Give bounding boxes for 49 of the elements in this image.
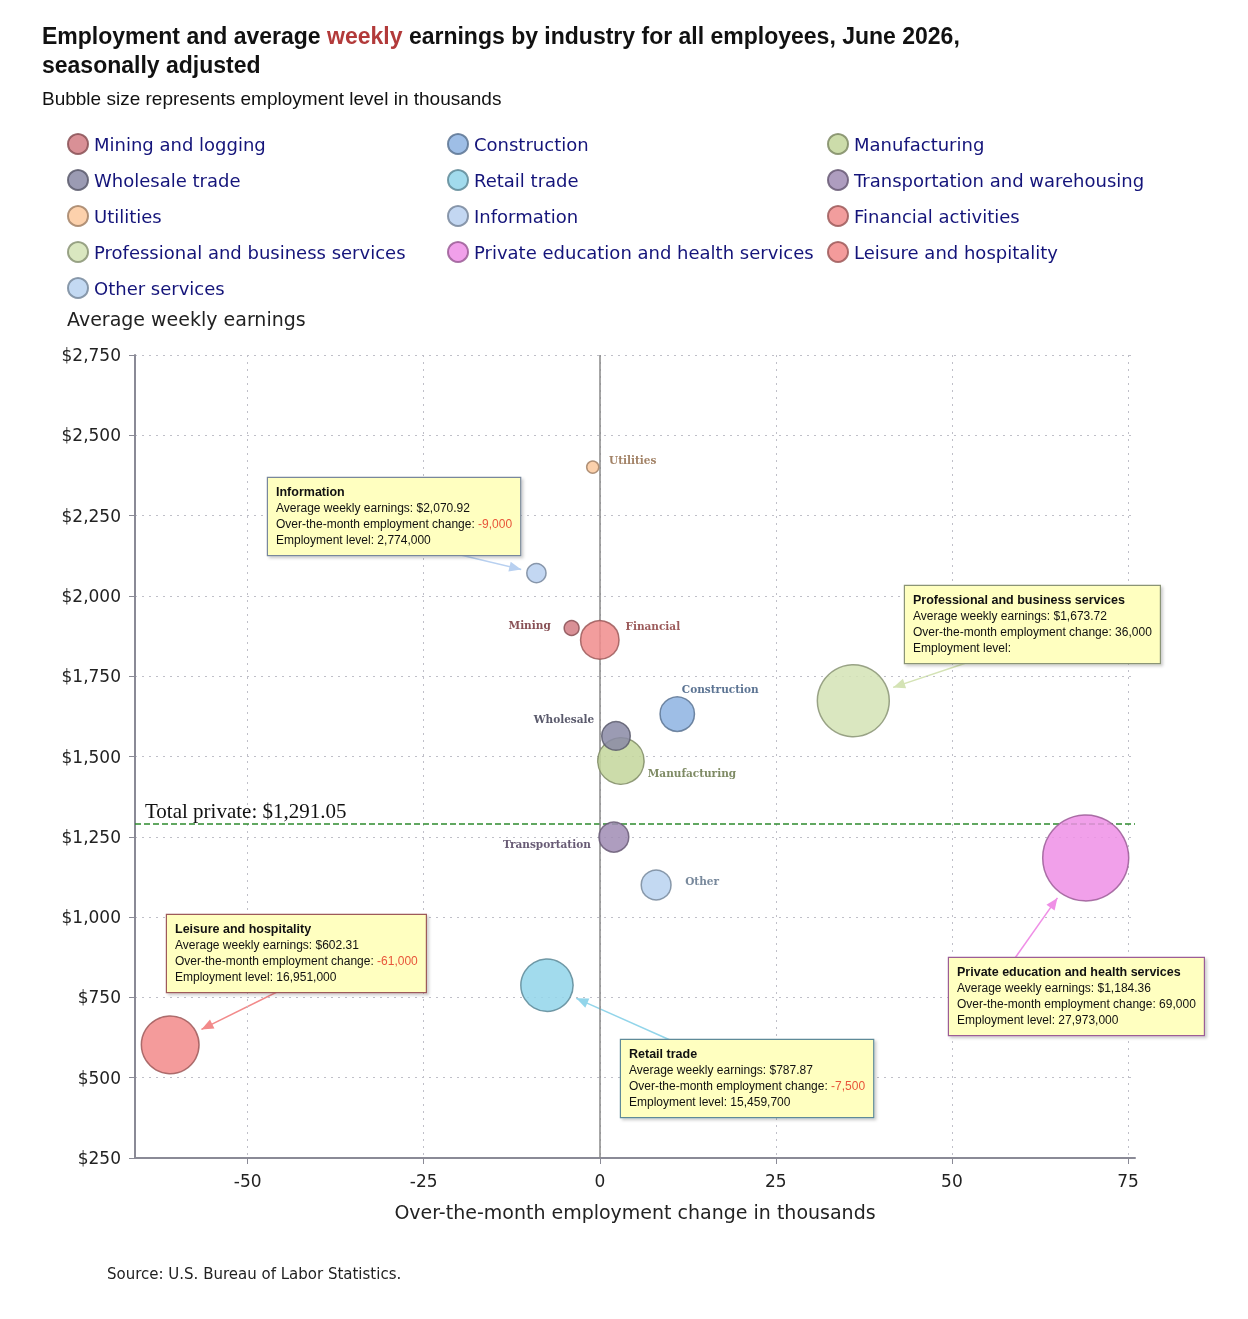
text: Leisure and hospitality Average weekly earnings: $602.31 Over-the-month employment change: -61,000 Employment level: 16,951,000	[175, 922, 418, 984]
chart-subtitle: Bubble size represents employment level in thousands	[42, 88, 502, 109]
y-tick-label: $2,250	[61, 505, 121, 526]
annotation: Utilities	[609, 454, 657, 467]
legend-label: Leisure and hospitality	[854, 241, 1059, 263]
legend-label: Private education and health services	[474, 241, 814, 263]
legend-label: Construction	[474, 133, 589, 155]
annotation: Mining	[508, 619, 552, 632]
chart-title: Employment and average weekly earnings by industry for all employees, June 2026, seasonally adjusted	[42, 22, 960, 78]
legend-label: Information	[474, 205, 579, 227]
legend-label: Other services	[94, 277, 225, 299]
annotation: Wholesale	[532, 712, 595, 725]
x-tick-label: -50	[233, 1170, 262, 1191]
y-tick-label: $500	[77, 1067, 121, 1088]
text: Information Average weekly earnings: $2,070.92 Over-the-month employment change: -9,000 Employment level: 2,774,000	[276, 485, 513, 547]
y-tick-label: $1,750	[61, 666, 121, 687]
annotation: Financial	[625, 619, 681, 632]
annotation: Professional and business services Average weekly earnings: $1,673.72 Over-the-month employment change: 36,000 Employment level:	[913, 593, 1153, 655]
annotation: Private education and health services Average weekly earnings: $1,184.36 Over-the-month employment change: 69,000 Employment level: 27,973,000	[957, 965, 1197, 1027]
y-tick-label: $1,250	[61, 826, 121, 847]
source-note: Source: U.S. Bureau of Labor Statistics.	[107, 1264, 402, 1283]
y-tick-label: $2,750	[61, 345, 121, 365]
annotation: Other	[685, 874, 720, 887]
annotation: Manufacturing	[647, 767, 737, 779]
x-axis-title: Over-the-month employment change in thousands	[394, 1200, 876, 1223]
y-tick-label: $2,500	[61, 425, 121, 446]
x-tick-label: -25	[409, 1170, 438, 1191]
x-tick-label: 50	[941, 1170, 963, 1191]
y-tick-label: $1,000	[61, 907, 121, 928]
text: Retail trade Average weekly earnings: $787.87 Over-the-month employment change: -7,500 Employment level: 15,459,700	[629, 1047, 866, 1109]
x-tick-label: 0	[594, 1170, 606, 1191]
legend-label: Financial activities	[854, 205, 1020, 227]
legend-label: Mining and logging	[94, 133, 266, 155]
y-tick-label: $2,000	[61, 585, 121, 606]
legend-label: Utilities	[94, 205, 162, 227]
ref-line-label: Total private: $1,291.05	[145, 799, 347, 824]
x-tick-label: 75	[1117, 1170, 1139, 1191]
legend-label: Retail trade	[474, 169, 579, 191]
legend-label: Professional and business services	[94, 241, 406, 263]
x-tick-label: 25	[765, 1170, 787, 1191]
y-axis-title: Average weekly earnings	[67, 307, 306, 330]
annotation: Construction	[681, 683, 760, 696]
legend-label: Wholesale trade	[94, 169, 241, 191]
legend-label: Manufacturing	[854, 133, 985, 155]
y-tick-label: $750	[77, 987, 121, 1008]
annotation: Transportation	[502, 838, 592, 851]
y-tick-label: $250	[77, 1148, 121, 1168]
y-tick-label: $1,500	[61, 746, 121, 767]
legend-label: Transportation and warehousing	[853, 169, 1145, 191]
